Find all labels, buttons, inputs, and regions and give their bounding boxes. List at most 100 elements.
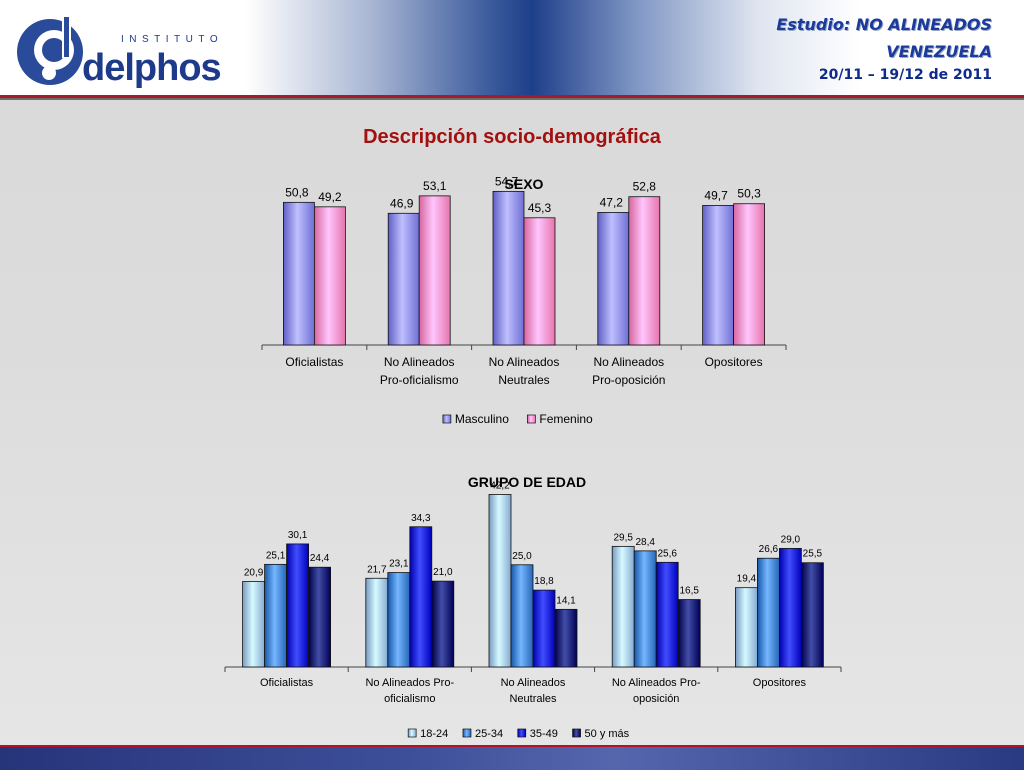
data-label: 21,0	[433, 567, 453, 578]
legend-entry: Femenino	[539, 412, 593, 426]
chart-title: SEXO	[505, 176, 544, 192]
bar-50-y-m-s	[308, 566, 332, 668]
bar-18-24	[365, 577, 389, 668]
legend-entry: Masculino	[455, 412, 509, 426]
data-label: 21,7	[367, 564, 387, 575]
legend-swatch	[517, 728, 527, 738]
data-label: 42,2	[490, 480, 510, 491]
data-label: 50,8	[285, 185, 309, 199]
data-label: 20,9	[244, 568, 264, 579]
category-label: oficialismo	[384, 693, 435, 705]
data-label: 46,9	[390, 196, 414, 210]
delphos-logo: INSTITUTO delphos	[17, 16, 221, 89]
data-label: 18,8	[534, 576, 554, 587]
study-name: NO ALINEADOS	[855, 15, 992, 34]
bar-25-34	[387, 572, 411, 668]
bar-35-49	[286, 543, 310, 668]
data-label: 29,5	[613, 532, 633, 543]
footer-bar	[0, 745, 1024, 770]
bar-femenino	[628, 196, 661, 346]
data-label: 16,5	[679, 586, 699, 597]
bar-femenino	[313, 206, 346, 346]
data-label: 30,1	[288, 530, 308, 541]
data-label: 49,7	[704, 188, 728, 202]
data-label: 25,1	[266, 550, 286, 561]
data-label: 28,4	[635, 537, 655, 548]
bar-50-y-m-s	[801, 562, 824, 668]
category-label: Pro-oficialismo	[380, 373, 459, 387]
data-label: 50,3	[737, 187, 761, 201]
logo-tagline: INSTITUTO	[121, 34, 221, 45]
data-label: 52,8	[633, 180, 657, 194]
data-label: 24,4	[310, 553, 330, 564]
bar-35-49	[779, 548, 802, 668]
bar-50-y-m-s	[677, 599, 701, 668]
bar-18-24	[242, 581, 266, 668]
bar-35-49	[409, 526, 433, 668]
legend: 18-24 25-34 35-49 50 y más	[407, 728, 630, 740]
bar-25-34	[264, 563, 288, 668]
legend-entry: 35-49	[530, 728, 558, 740]
study-prefix: Estudio:	[776, 15, 851, 34]
bar-18-24	[488, 494, 512, 668]
header-banner	[0, 0, 1024, 95]
bar-25-34	[633, 550, 657, 668]
legend-entry: 50 y más	[585, 728, 630, 740]
bar-18-24	[735, 587, 758, 668]
category-label: No Alineados	[489, 355, 560, 369]
bar-masculino	[387, 212, 420, 346]
data-label: 19,4	[737, 574, 757, 585]
header-divider-shadow	[0, 98, 1024, 100]
study-country: VENEZUELA	[886, 42, 992, 61]
category-label: No Alineados	[593, 355, 664, 369]
category-label: Neutrales	[509, 693, 557, 705]
legend-swatch	[442, 414, 452, 424]
data-label: 54,7	[495, 174, 519, 188]
bar-femenino	[733, 203, 765, 346]
data-label: 25,6	[657, 548, 677, 559]
category-label: Neutrales	[498, 373, 549, 387]
category-label: No Alineados	[384, 355, 455, 369]
chart-sexo: SEXO 50,8 49,2 Oficialistas 46,9 53,1 No Aline…	[261, 174, 787, 426]
category-label: No Alineados Pro-	[612, 677, 701, 689]
data-label: 25,5	[803, 549, 823, 560]
bar-masculino	[702, 205, 734, 346]
category-label: Oficialistas	[260, 677, 314, 689]
bar-25-34	[510, 564, 534, 668]
legend-swatch	[462, 728, 472, 738]
bar-50-y-m-s	[431, 580, 455, 668]
data-label: 14,1	[556, 595, 576, 606]
legend-swatch	[527, 414, 536, 424]
bar-masculino	[492, 190, 525, 346]
bar-femenino	[523, 217, 556, 346]
category-label: Pro-oposición	[592, 373, 665, 387]
legend-entry: 25-34	[475, 728, 503, 740]
data-label: 34,3	[411, 513, 431, 524]
data-label: 23,1	[389, 559, 409, 570]
study-title: Estudio: NO ALINEADOS	[776, 15, 992, 34]
data-label: 25,0	[512, 551, 532, 562]
category-label: oposición	[633, 693, 679, 705]
legend-entry: 18-24	[420, 728, 448, 740]
bar-50-y-m-s	[554, 608, 578, 668]
category-label: Oficialistas	[285, 355, 343, 369]
data-label: 47,2	[600, 195, 624, 209]
legend-swatch	[572, 728, 581, 738]
header-divider	[0, 95, 1024, 98]
legend: Masculino Femenino	[442, 412, 593, 426]
data-label: 26,6	[759, 544, 779, 555]
bar-masculino	[282, 201, 315, 346]
data-label: 49,2	[318, 190, 342, 204]
legend-swatch	[407, 728, 417, 738]
bar-femenino	[418, 195, 451, 346]
bar-35-49	[532, 589, 556, 668]
bar-35-49	[655, 561, 679, 668]
data-label: 53,1	[423, 179, 447, 193]
chart-grupo-de-edad: GRUPO DE EDAD 20,925,130,1 24,4 Oficialista…	[224, 474, 842, 740]
category-label: Opositores	[705, 355, 763, 369]
data-label: 29,0	[781, 534, 801, 545]
category-label: No Alineados Pro-	[365, 677, 454, 689]
chart-title: GRUPO DE EDAD	[468, 474, 586, 490]
bar-18-24	[611, 545, 635, 668]
bar-25-34	[757, 557, 780, 668]
